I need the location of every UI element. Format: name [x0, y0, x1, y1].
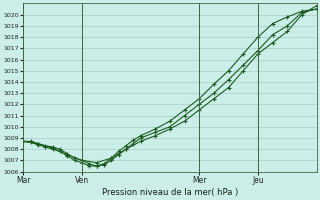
X-axis label: Pression niveau de la mer( hPa ): Pression niveau de la mer( hPa ) [102, 188, 238, 197]
